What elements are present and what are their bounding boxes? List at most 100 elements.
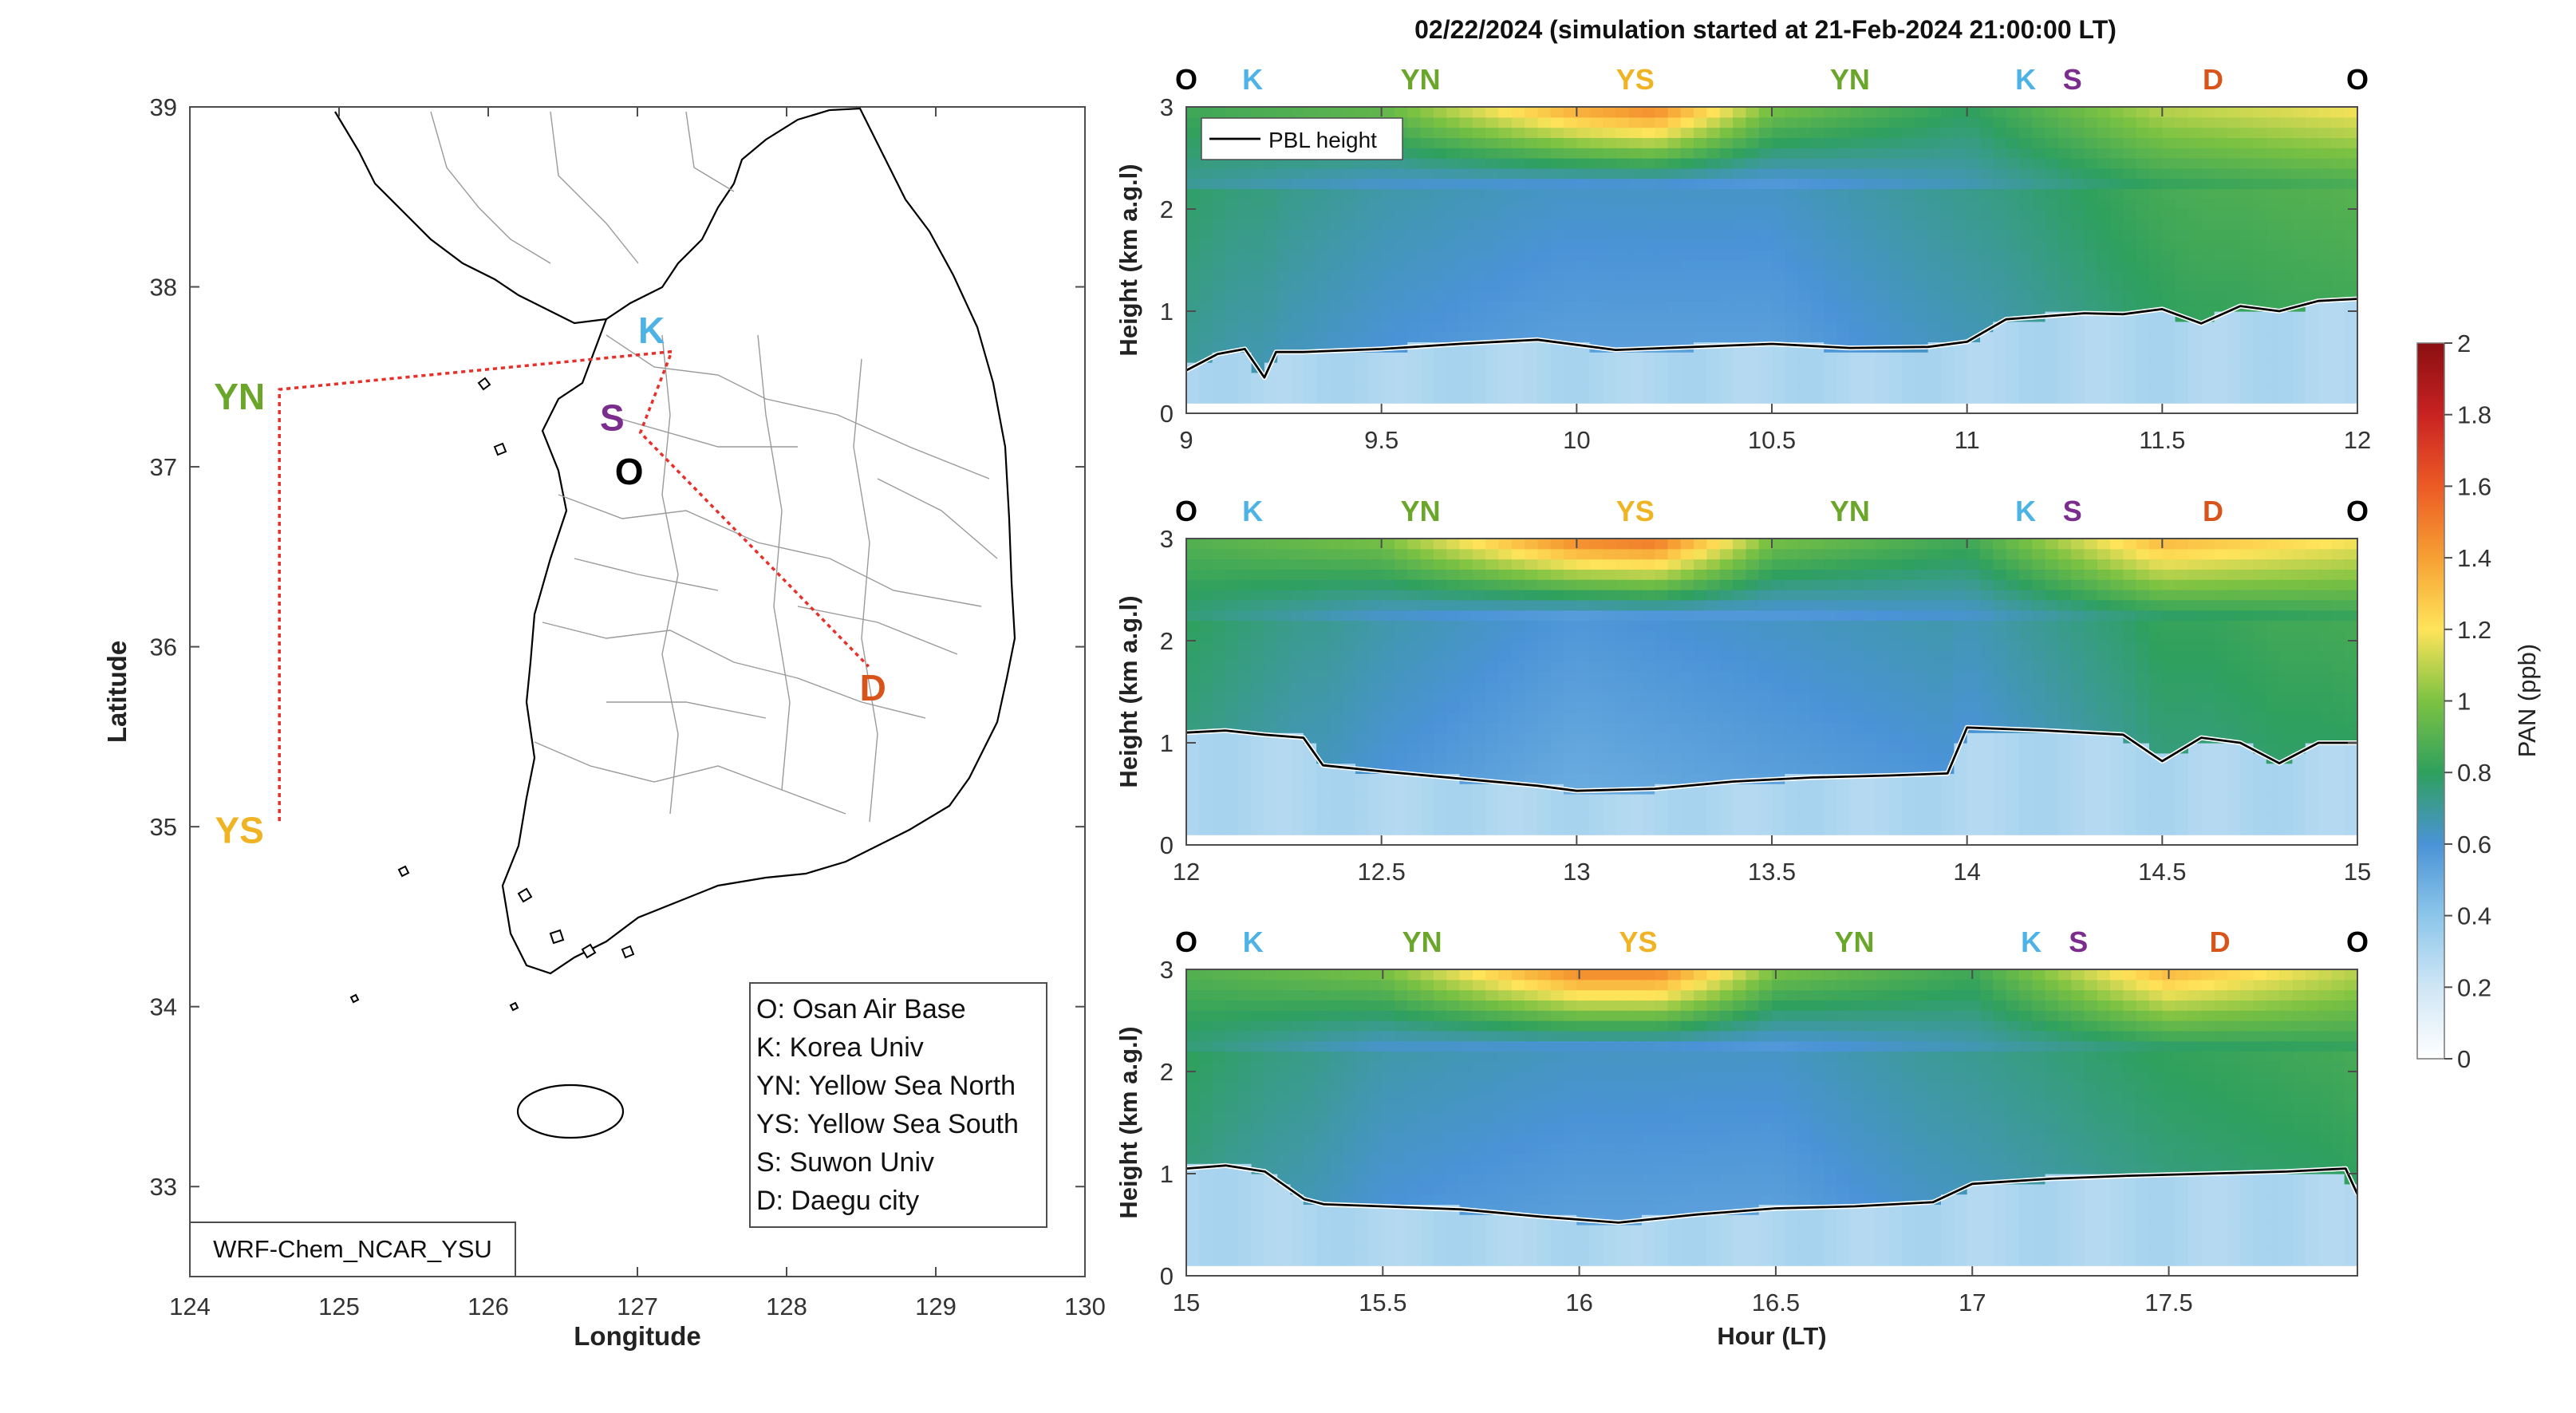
pan-cell [1525, 352, 1538, 363]
pan-cell [1525, 209, 1538, 220]
pan-cell [1772, 548, 1785, 560]
pan-cell [1485, 362, 1500, 373]
pan-cell [1355, 178, 1369, 189]
pan-cell [2018, 630, 2033, 641]
pan-cell [1498, 341, 1513, 353]
pan-cell [1941, 137, 1955, 148]
pan-cell [1785, 290, 1799, 302]
pan-cell [1446, 824, 1461, 835]
pan-cell [1446, 280, 1461, 291]
pan-cell [1719, 107, 1734, 118]
pan-cell [2032, 824, 2046, 835]
pan-cell [2136, 712, 2150, 723]
pan-cell [1589, 661, 1604, 672]
pan-cell [1641, 239, 1655, 251]
pan-cell [1186, 712, 1200, 723]
pan-cell [1785, 116, 1799, 128]
pan-cell [1915, 362, 1929, 373]
pan-cell [1876, 701, 1890, 713]
pan-cell [1511, 341, 1525, 353]
pan-cell [1876, 219, 1890, 231]
pan-cell [1290, 701, 1304, 713]
pan-cell [2136, 260, 2150, 271]
pan-cell [1719, 290, 1734, 302]
pan-cell [1954, 311, 1968, 322]
pan-cell [1797, 260, 1812, 271]
pan-cell [1238, 579, 1252, 590]
pan-cell [1316, 188, 1330, 199]
pan-cell [1655, 199, 1669, 210]
pan-cell [1537, 661, 1552, 672]
pan-cell [1537, 116, 1552, 128]
pan-cell [1420, 824, 1434, 835]
pan-cell [1420, 331, 1434, 342]
pan-cell [1733, 127, 1746, 138]
pan-cell [1603, 548, 1616, 560]
pan-cell [1355, 199, 1369, 210]
pan-cell [1212, 311, 1226, 322]
pan-cell [1694, 107, 1707, 118]
pan-cell [1589, 794, 1604, 805]
pan-cell [2227, 290, 2241, 302]
pan-cell [1407, 701, 1422, 713]
pan-cell [1785, 137, 1799, 148]
pan-cell [1303, 763, 1317, 774]
pan-cell [1498, 743, 1513, 754]
pan-cell [1329, 280, 1343, 291]
pan-cell [1342, 671, 1356, 682]
pan-cell [1628, 372, 1643, 384]
pan-cell [2292, 116, 2306, 128]
pan-cell [1238, 321, 1252, 333]
pan-cell [1746, 188, 1760, 199]
pan-cell [1876, 620, 1890, 631]
pan-cell [1902, 321, 1915, 333]
pan-cell [1733, 168, 1746, 180]
pan-cell [1993, 743, 2007, 754]
pan-cell [1876, 671, 1890, 682]
pan-cell [1395, 620, 1408, 631]
pan-cell [1525, 260, 1538, 271]
pan-cell [2006, 301, 2020, 312]
pan-cell [1628, 107, 1643, 118]
pan-cell [1525, 199, 1538, 210]
pan-cell [1785, 280, 1799, 291]
pan-cell [2227, 168, 2241, 180]
pan-cell [1797, 803, 1812, 815]
pan-cell [2188, 590, 2202, 601]
pan-cell [1212, 331, 1226, 342]
pan-cell [1485, 352, 1500, 363]
pan-cell [1238, 382, 1252, 393]
pan-cell [2175, 178, 2189, 189]
pan-cell [2057, 752, 2072, 764]
pan-cell [1498, 548, 1513, 560]
pan-cell [1550, 229, 1564, 240]
pan-cell [1993, 178, 2007, 189]
pan-cell [1615, 579, 1630, 590]
pan-cell [1655, 188, 1669, 199]
pan-cell [1238, 650, 1252, 662]
pan-cell [1603, 178, 1616, 189]
pan-cell [1485, 168, 1500, 180]
pan-cell [1433, 229, 1447, 240]
map-y-tick-label: 38 [150, 274, 177, 302]
pan-cell [1290, 229, 1304, 240]
pan-cell [2110, 250, 2124, 261]
pan-cell [1746, 321, 1760, 333]
pan-cell [1290, 362, 1304, 373]
pan-cell [2084, 620, 2098, 631]
pan-cell [1719, 794, 1734, 805]
pan-cell [1303, 712, 1317, 723]
pan-cell [1615, 301, 1630, 312]
pan-cell [1199, 814, 1213, 825]
pan-cell [2279, 280, 2293, 291]
pan-cell [1589, 620, 1604, 631]
pan-cell [1420, 650, 1434, 662]
pan-cell [1746, 331, 1760, 342]
pan-cell [1888, 209, 1903, 220]
pan-cell [1628, 712, 1643, 723]
pan-cell [2149, 650, 2163, 662]
pan-cell [1758, 794, 1773, 805]
pan-cell [1797, 311, 1812, 322]
pan-cell [1641, 137, 1655, 148]
pan-cell [1277, 539, 1292, 550]
